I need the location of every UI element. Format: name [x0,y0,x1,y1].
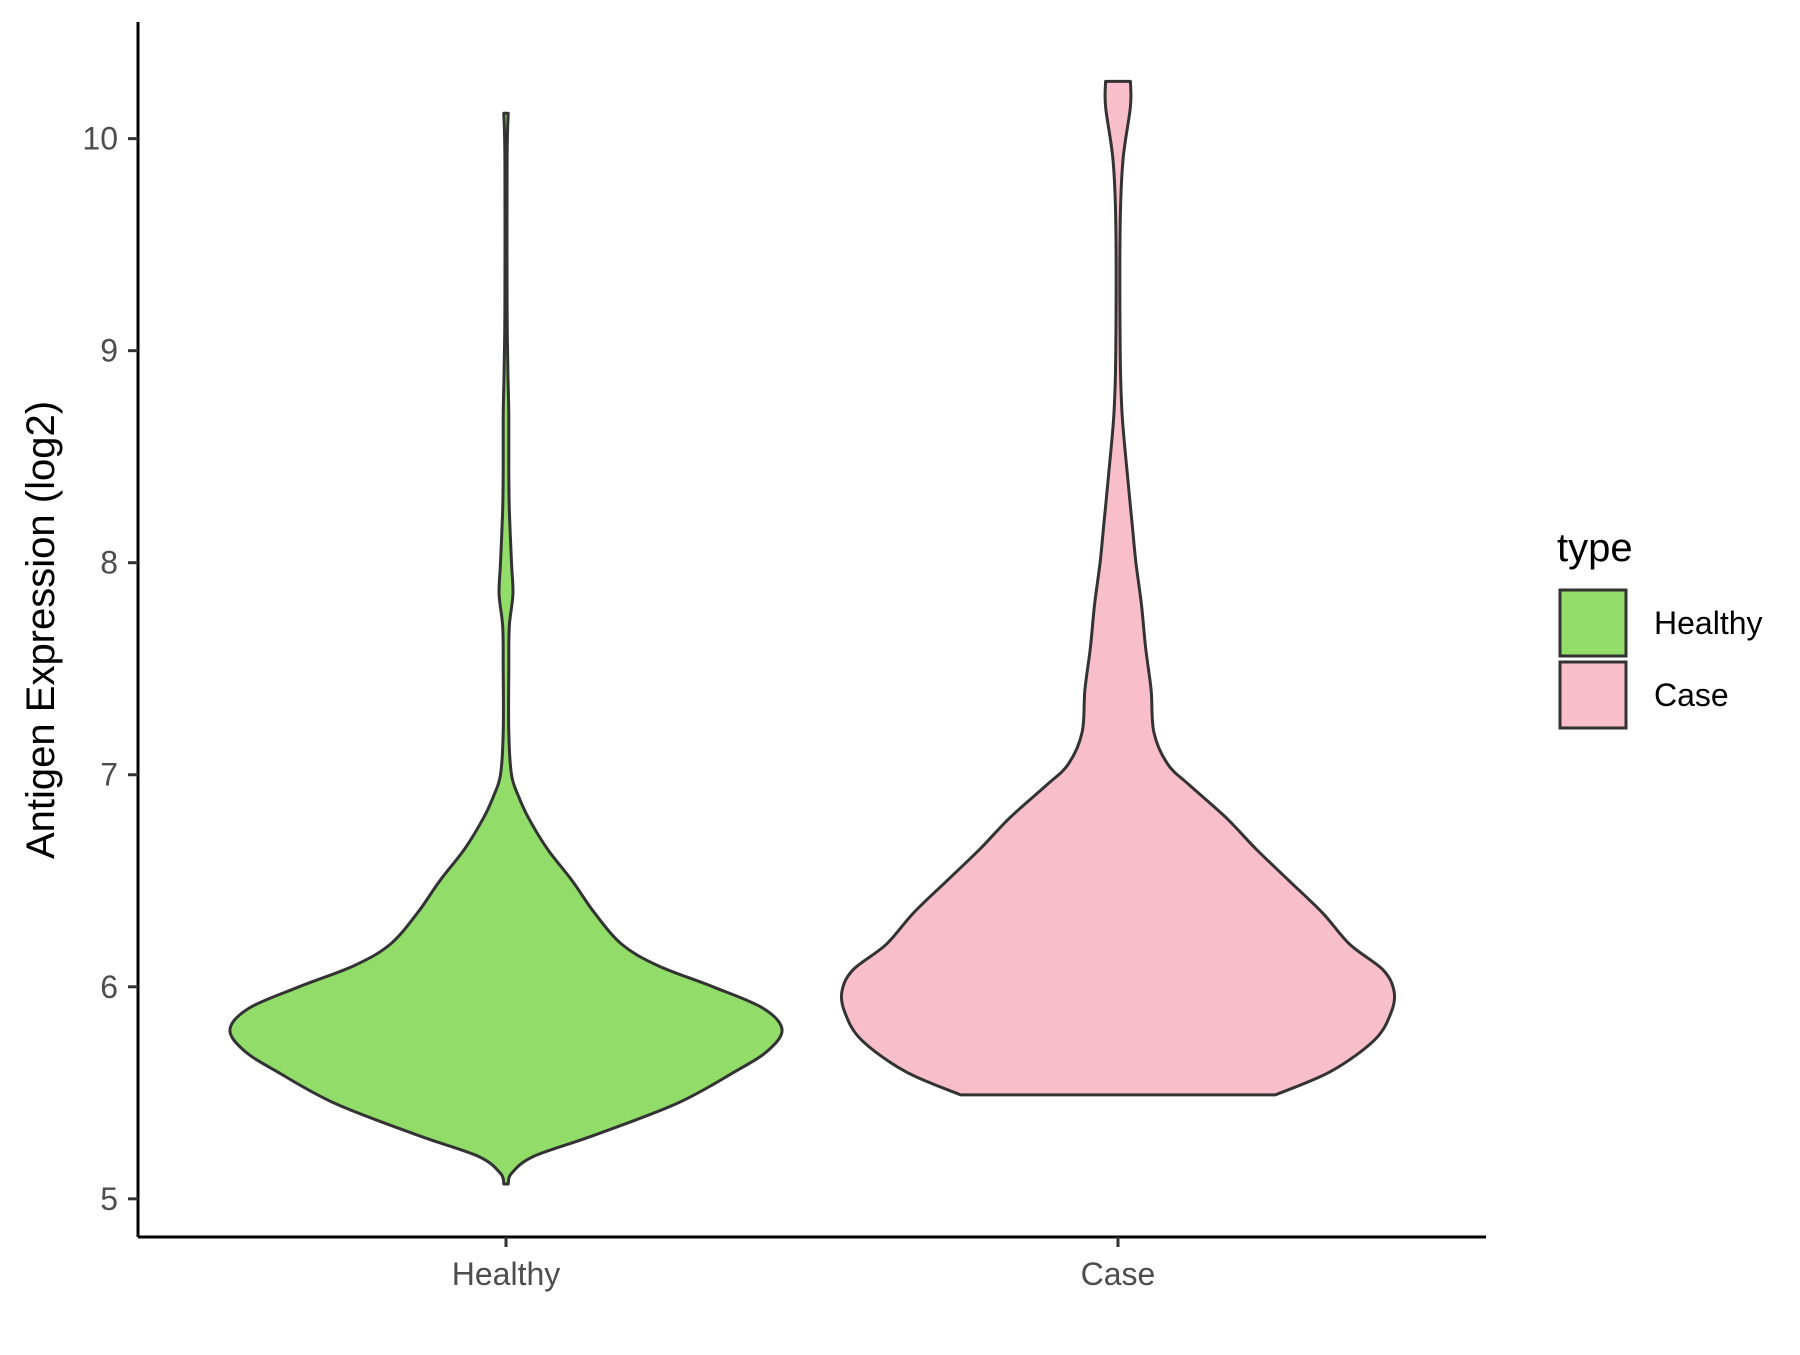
y-tick-label: 7 [100,757,118,793]
x-axis-ticks: Healthy Case [452,1237,1156,1292]
y-axis-ticks: 5 6 7 8 9 10 [82,121,138,1217]
x-tick-label: Healthy [452,1256,561,1292]
x-tick-label: Case [1081,1256,1156,1292]
legend-swatch [1558,588,1628,658]
violin-healthy [228,111,784,1186]
y-axis-title: Antigen Expression (log2) [19,401,63,859]
legend-label: Case [1654,677,1729,713]
y-tick-label: 9 [100,333,118,369]
legend: type Healthy Case [1557,526,1763,730]
legend-title: type [1557,526,1633,570]
legend-swatch [1558,660,1628,730]
y-tick-label: 6 [100,969,118,1005]
legend-label: Healthy [1654,605,1763,641]
violin-layer [228,79,1397,1186]
y-tick-label: 5 [100,1181,118,1217]
violin-case [839,79,1397,1097]
y-tick-label: 10 [82,121,118,157]
y-tick-label: 8 [100,545,118,581]
